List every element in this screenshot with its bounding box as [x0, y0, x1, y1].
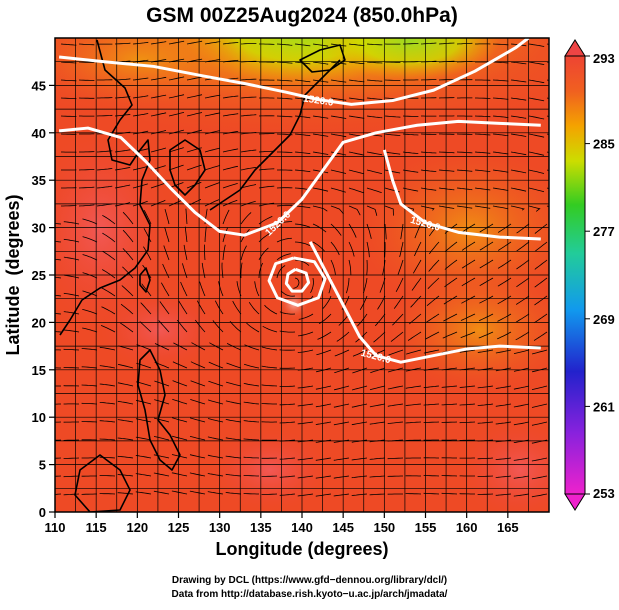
credit-drawing: Drawing by DCL (https://www.gfd−dennou.o… [0, 575, 619, 586]
x-tick-label: 165 [497, 520, 519, 535]
colorbar-tick-label: 293 [593, 51, 615, 66]
x-tick-label: 135 [250, 520, 272, 535]
y-tick-label: 0 [39, 505, 46, 520]
colorbar-top-arrow [565, 40, 585, 56]
y-tick-label: 40 [32, 126, 46, 141]
y-tick-label: 15 [32, 363, 46, 378]
x-tick-label: 140 [291, 520, 313, 535]
chart-title: GSM 00Z25Aug2024 (850.0hPa) [146, 4, 458, 27]
y-tick-label: 45 [32, 78, 46, 93]
streamline [442, 476, 457, 477]
streamline [421, 134, 436, 135]
x-axis-label: Longitude (degrees) [215, 539, 388, 559]
y-tick-label: 5 [39, 458, 46, 473]
y-tick-label: 10 [32, 410, 46, 425]
x-tick-label: 115 [86, 520, 107, 535]
streamline [406, 440, 421, 441]
colorbar-tick-label: 269 [593, 312, 615, 327]
credit-data: Data from http://database.rish.kyoto−u.a… [0, 589, 619, 600]
grid-lines [55, 38, 549, 512]
colorbar-tick-label: 261 [593, 399, 615, 414]
colorbar-bottom-arrow [565, 494, 585, 510]
streamline [46, 440, 61, 441]
streamline [424, 476, 439, 477]
y-axis-label: Latitude (degrees) [3, 194, 23, 355]
streamline [442, 422, 457, 423]
colorbar-tick-label: 277 [593, 224, 615, 239]
y-tick-label: 35 [32, 173, 46, 188]
colorbar-tick-label: 285 [593, 137, 615, 152]
x-axis-ticks: 110 115 120 125 130 135 140 145 150 155 160 165 [45, 512, 519, 535]
x-tick-label: 160 [456, 520, 478, 535]
x-tick-label: 110 [45, 520, 66, 535]
x-tick-label: 145 [332, 520, 354, 535]
y-tick-label: 30 [32, 221, 46, 236]
streamline [457, 134, 472, 135]
x-tick-label: 155 [415, 520, 437, 535]
streamline [64, 368, 79, 369]
y-tick-label: 25 [32, 268, 46, 283]
x-tick-label: 125 [168, 520, 190, 535]
colorbar-gradient [565, 56, 585, 494]
colorbar-tick-label: 253 [593, 486, 615, 501]
x-tick-label: 150 [373, 520, 395, 535]
y-tick-label: 20 [32, 315, 46, 330]
streamline [79, 80, 94, 81]
y-axis-ticks: 0 5 10 15 20 25 30 35 40 45 [32, 78, 55, 520]
x-tick-label: 120 [126, 520, 148, 535]
x-tick-label: 130 [209, 520, 231, 535]
colorbar: 253 261 269 277 285 293 [565, 40, 615, 510]
